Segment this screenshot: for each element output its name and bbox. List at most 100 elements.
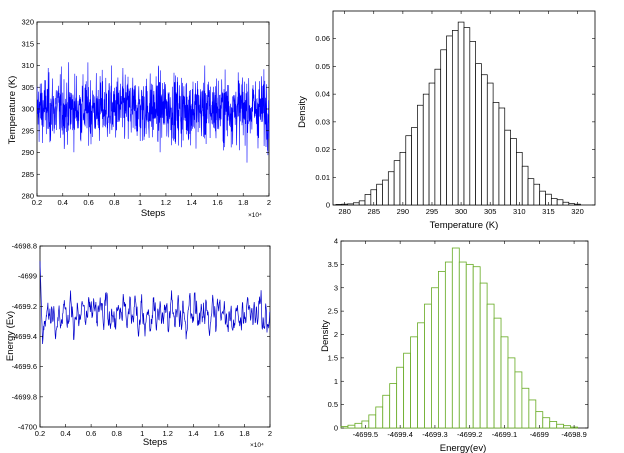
histogram-bar [410, 336, 418, 429]
histogram-bar [521, 165, 529, 206]
x-tick-label: 0.6 [83, 198, 93, 207]
histogram-bar [376, 183, 383, 206]
energy-line [39, 261, 271, 345]
histogram-bar [563, 425, 572, 429]
histogram-bar [405, 135, 412, 206]
histogram-bar [479, 282, 488, 429]
plot-frame [39, 245, 271, 428]
energy-trace-panel: 0.2 0.4 0.6 0.8 1 1.2 1.4 1.6 1.8 2 -4700 -4699.8 -… [5, 242, 272, 450]
x-tick-label: 300 [455, 207, 468, 216]
y-tick-label: -4699.6 [12, 362, 37, 371]
y-tick-label: 1 [334, 377, 338, 386]
histogram-bar [438, 270, 446, 429]
histogram-bar [417, 104, 424, 206]
y-tick-label: 0.03 [315, 117, 330, 126]
x-axis-multiplier: ×10⁴ [250, 442, 264, 449]
x-axis-label: Temperature (K) [430, 220, 499, 231]
x-tick-label: 285 [367, 207, 380, 216]
histogram-bar [396, 366, 405, 429]
histogram-bar [444, 261, 453, 429]
histogram-bar [399, 151, 407, 206]
y-tick-label: -4699.2 [12, 302, 37, 311]
y-tick-label: 4 [334, 237, 338, 246]
x-tick-label: -4698.9 [561, 430, 586, 439]
histogram-bar [514, 371, 523, 429]
histogram-bar [465, 263, 474, 429]
histogram-bar [422, 93, 430, 206]
x-tick-label: -4699.2 [457, 430, 482, 439]
histogram-bar [411, 127, 418, 206]
y-tick-label: 0 [326, 201, 330, 210]
histogram-bar [382, 394, 391, 429]
y-tick-label: 0 [334, 424, 338, 433]
y-tick-label: 0.01 [315, 173, 330, 182]
y-tick-label: 0.05 [315, 62, 330, 71]
histogram-bar [382, 179, 389, 206]
x-tick-label: 1 [140, 429, 144, 438]
x-tick-label: 1.4 [186, 198, 196, 207]
histogram-bar [358, 200, 366, 206]
y-tick-label: -4699 [18, 272, 37, 281]
x-tick-label: -4699.1 [492, 430, 517, 439]
x-tick-label: 0.8 [111, 429, 121, 438]
temperature-histogram-panel: 280 285 290 295 300 305 310 315 320 0 0.01 0.02 0.0… [297, 10, 596, 231]
histogram-bar [389, 383, 398, 429]
x-tick-label: 1.6 [212, 198, 222, 207]
histogram-bar [521, 387, 530, 429]
histogram-bar [556, 423, 565, 429]
y-tick-label: -4700 [18, 423, 37, 432]
histogram-bar [446, 35, 453, 206]
y-axis-label: Density [320, 320, 331, 352]
energy-histogram-panel: -4699.5 -4699.4 -4699.3 -4699.2 -4699.1 -4699… [320, 237, 589, 453]
histogram-bar [463, 27, 471, 206]
histogram-bar [417, 322, 425, 429]
histogram-bar [568, 203, 575, 206]
y-tick-label: 310 [21, 61, 34, 70]
x-tick-label: 1.2 [161, 198, 171, 207]
histogram-bar [403, 352, 411, 429]
histogram-bar [507, 357, 516, 429]
x-tick-label: 0.2 [32, 198, 42, 207]
y-tick-label: 3.5 [328, 260, 338, 269]
histogram-bar [393, 160, 401, 206]
y-tick-label: 290 [21, 148, 34, 157]
x-axis-label: Steps [141, 208, 166, 219]
histogram-bar [347, 203, 354, 206]
energy-bars [340, 247, 578, 429]
x-tick-label: 1 [138, 198, 142, 207]
histogram-bar [451, 247, 460, 429]
x-tick-label: 0.4 [58, 198, 68, 207]
x-tick-label: 1.8 [238, 198, 248, 207]
histogram-bar [440, 49, 447, 206]
histogram-bar [504, 129, 511, 206]
x-tick-label: 0.4 [60, 429, 70, 438]
x-tick-label: 290 [397, 207, 410, 216]
x-tick-label: -4699.3 [422, 430, 447, 439]
histogram-bar [550, 198, 558, 206]
x-axis-multiplier: ×10⁴ [248, 212, 262, 219]
x-tick-label: 315 [542, 207, 555, 216]
histogram-bar [335, 204, 343, 206]
histogram-bar [510, 138, 517, 206]
x-tick-label: 320 [571, 207, 584, 216]
y-tick-label: 280 [21, 192, 34, 201]
histogram-bar [469, 41, 476, 206]
histogram-bar [533, 183, 541, 206]
histogram-bar [475, 63, 482, 206]
histogram-bar [428, 82, 436, 206]
y-tick-label: 1.5 [328, 353, 338, 362]
histogram-bar [527, 178, 535, 206]
histogram-bar [562, 201, 570, 206]
x-tick-label: 1.8 [239, 429, 249, 438]
histogram-bar [364, 194, 372, 206]
histogram-bar [387, 171, 395, 206]
x-tick-label: 295 [426, 207, 439, 216]
x-tick-label: 2 [268, 429, 272, 438]
y-axis-label: Energy (Ev) [5, 311, 16, 361]
x-axis-label: Energy(ev) [440, 443, 486, 453]
y-tick-label: 285 [21, 170, 34, 179]
histogram-bar [542, 417, 551, 429]
y-tick-label: 305 [21, 83, 34, 92]
y-tick-label: 300 [21, 105, 34, 114]
y-tick-label: 2.5 [328, 307, 338, 316]
